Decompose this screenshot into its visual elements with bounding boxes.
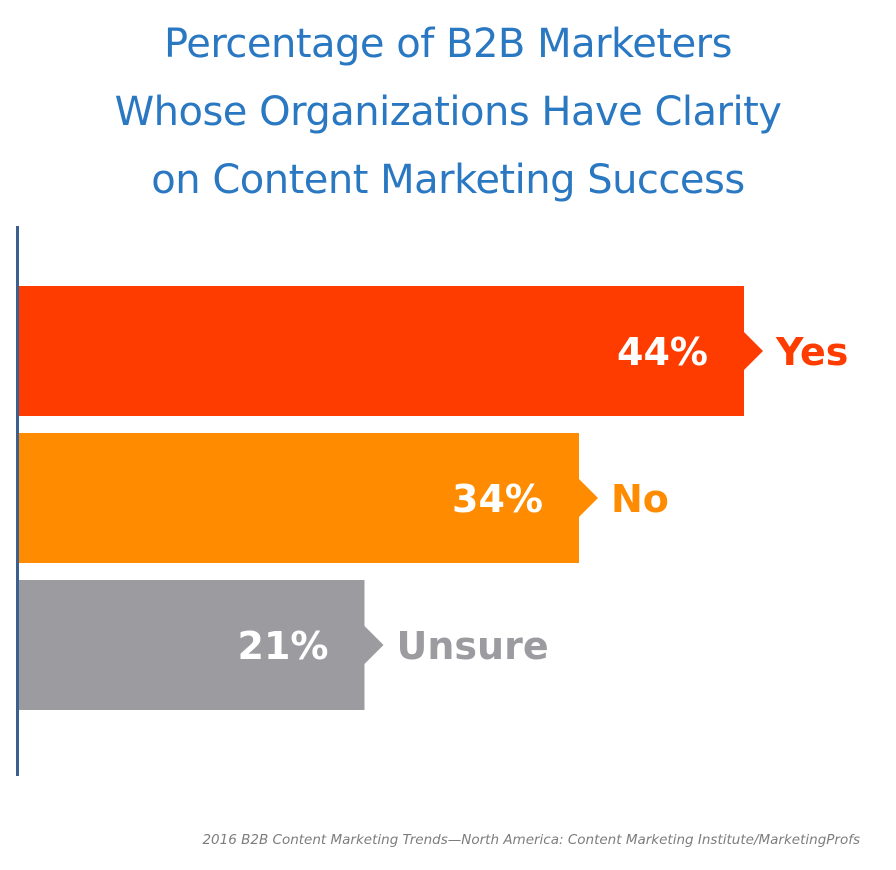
category-label-no: No <box>611 477 669 521</box>
chart-title-line-3: on Content Marketing Success <box>151 157 745 203</box>
chart-title: Percentage of B2B Marketers Whose Organi… <box>0 10 896 214</box>
chart-title-line-1: Percentage of B2B Marketers <box>164 21 732 67</box>
bar-pointer-unsure <box>364 626 384 664</box>
bar-value-label-no: 34% <box>452 477 543 521</box>
bar-value-label-yes: 44% <box>617 330 708 374</box>
category-label-unsure: Unsure <box>397 624 549 668</box>
bar-pointer-yes <box>744 332 763 370</box>
bar-pointer-no <box>579 479 598 517</box>
bar-unsure <box>18 580 365 710</box>
y-axis-line <box>16 226 19 776</box>
bar-yes <box>18 286 744 416</box>
category-label-yes: Yes <box>775 330 848 374</box>
source-note: 2016 B2B Content Marketing Trends—North … <box>202 832 860 848</box>
bar-no <box>18 433 579 563</box>
chart-title-line-2: Whose Organizations Have Clarity <box>114 89 782 135</box>
bar-value-label-unsure: 21% <box>238 624 329 668</box>
